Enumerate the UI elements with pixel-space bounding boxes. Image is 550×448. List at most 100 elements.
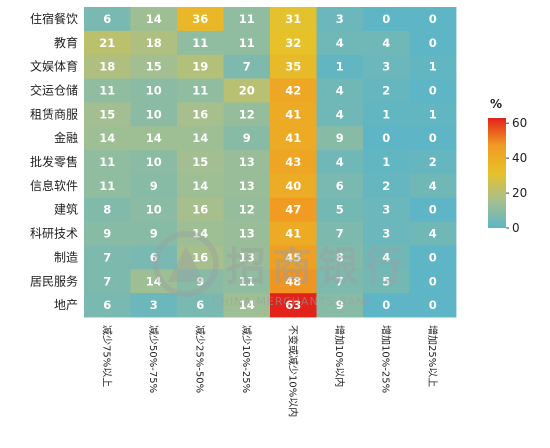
cell-value-label: 3 — [382, 203, 390, 217]
cell-value-label: 3 — [150, 298, 158, 312]
heatmap-cell — [223, 269, 271, 294]
colorbar-tick-label: 60 — [512, 116, 527, 130]
cell-value-label: 14 — [146, 12, 162, 26]
heatmap-cell — [409, 30, 457, 56]
column-label: 不变或减少10%以内 — [286, 325, 299, 417]
cell-value-label: 20 — [239, 83, 255, 97]
column-label: 增加25%以上 — [426, 325, 439, 387]
heatmap-cell — [130, 221, 178, 246]
heatmap-cell — [177, 78, 224, 103]
heatmap-cell — [316, 269, 364, 294]
cell-value-label: 5 — [336, 203, 344, 217]
heatmap-cell — [223, 102, 271, 127]
cell-value-label: 9 — [150, 227, 158, 241]
cell-value-label: 4 — [336, 36, 344, 50]
cell-value-label: 6 — [196, 298, 204, 312]
row-label: 住宿餐饮 — [30, 11, 78, 26]
heatmap-cell — [363, 197, 410, 223]
heatmap-cell — [177, 173, 224, 199]
heatmap-cell — [316, 293, 364, 318]
cell-value-label: 35 — [285, 60, 301, 74]
heatmap-cell — [223, 150, 271, 175]
cell-value-label: 4 — [429, 227, 437, 241]
cell-value-label: 11 — [99, 83, 115, 97]
watermark-subtitle: CHINA MERCHANTS BANK — [212, 295, 373, 308]
cell-value-label: 14 — [99, 131, 115, 145]
colorbar-tick-label: 20 — [512, 186, 527, 200]
row-label: 教育 — [54, 35, 78, 50]
cell-value-label: 1 — [382, 107, 390, 121]
heatmap-cell — [363, 126, 410, 151]
heatmap-cell — [363, 150, 410, 175]
cell-value-label: 15 — [99, 107, 115, 121]
heatmap-cell — [223, 30, 271, 56]
heatmap-cell — [270, 197, 317, 223]
cell-value-label: 12 — [239, 107, 255, 121]
heatmap-cell — [223, 126, 271, 151]
heatmap-cell — [84, 150, 131, 175]
heatmap-cell — [270, 173, 317, 199]
heatmap-cell — [270, 78, 317, 103]
cell-value-label: 4 — [382, 250, 390, 264]
cell-value-label: 0 — [429, 298, 437, 312]
column-label: 增加10%-25% — [379, 325, 392, 393]
cell-value-label: 11 — [239, 274, 255, 288]
heatmap-cell — [84, 173, 131, 199]
cell-value-label: 14 — [192, 179, 208, 193]
heatmap-cell — [177, 245, 224, 270]
cell-value-label: 19 — [192, 60, 208, 74]
cell-value-label: 42 — [285, 83, 301, 97]
heatmap-cell — [363, 293, 410, 318]
cell-value-label: 13 — [239, 227, 255, 241]
cell-value-label: 45 — [285, 250, 301, 264]
cell-value-label: 11 — [192, 83, 208, 97]
cell-value-label: 41 — [285, 131, 301, 145]
cell-value-label: 15 — [146, 60, 162, 74]
cell-value-label: 11 — [192, 36, 208, 50]
heatmap-cell — [223, 245, 271, 270]
cell-value-label: 10 — [146, 107, 162, 121]
cell-value-label: 13 — [239, 179, 255, 193]
heatmap-cell — [316, 54, 364, 79]
heatmap-cell — [84, 221, 131, 246]
cell-value-label: 14 — [192, 227, 208, 241]
cell-value-label: 9 — [103, 227, 111, 241]
heatmap-cell — [409, 269, 457, 294]
heatmap-cell — [270, 30, 317, 56]
row-label: 租赁商服 — [30, 106, 78, 121]
heatmap-cell — [409, 54, 457, 79]
row-label: 批发零售 — [30, 154, 78, 169]
heatmap-cell — [84, 102, 131, 127]
cell-value-label: 7 — [336, 227, 344, 241]
heatmap-cell — [363, 54, 410, 79]
heatmap-cell — [316, 197, 364, 223]
heatmap-cell — [177, 102, 224, 127]
heatmap-cell — [84, 7, 131, 32]
heatmap-cell — [223, 197, 271, 223]
cell-value-label: 41 — [285, 107, 301, 121]
cell-value-label: 31 — [285, 12, 301, 26]
heatmap-cell — [409, 197, 457, 223]
heatmap-cell — [177, 150, 224, 175]
cell-value-label: 32 — [285, 36, 301, 50]
cell-value-label: 6 — [103, 298, 111, 312]
colorbar-tick-label: 40 — [512, 151, 527, 165]
heatmap-cell — [270, 126, 317, 151]
cell-value-label: 4 — [336, 83, 344, 97]
cell-value-label: 3 — [382, 60, 390, 74]
heatmap-cell — [363, 78, 410, 103]
heatmap-cell — [84, 54, 131, 79]
heatmap-cell — [270, 150, 317, 175]
cell-value-label: 6 — [150, 250, 158, 264]
colorbar-unit: % — [490, 97, 502, 111]
watermark: 招商银行 CHINA MERCHANTS BANK — [153, 231, 404, 308]
heatmap-cell — [177, 293, 224, 318]
row-label: 文娱体育 — [30, 59, 78, 74]
heatmap-cell — [409, 78, 457, 103]
cell-value-label: 16 — [192, 203, 208, 217]
heatmap-cell — [316, 245, 364, 270]
heatmap-cell — [409, 293, 457, 318]
cell-value-label: 0 — [429, 36, 437, 50]
heatmap-cell — [84, 126, 131, 151]
heatmap-cell — [84, 197, 131, 223]
